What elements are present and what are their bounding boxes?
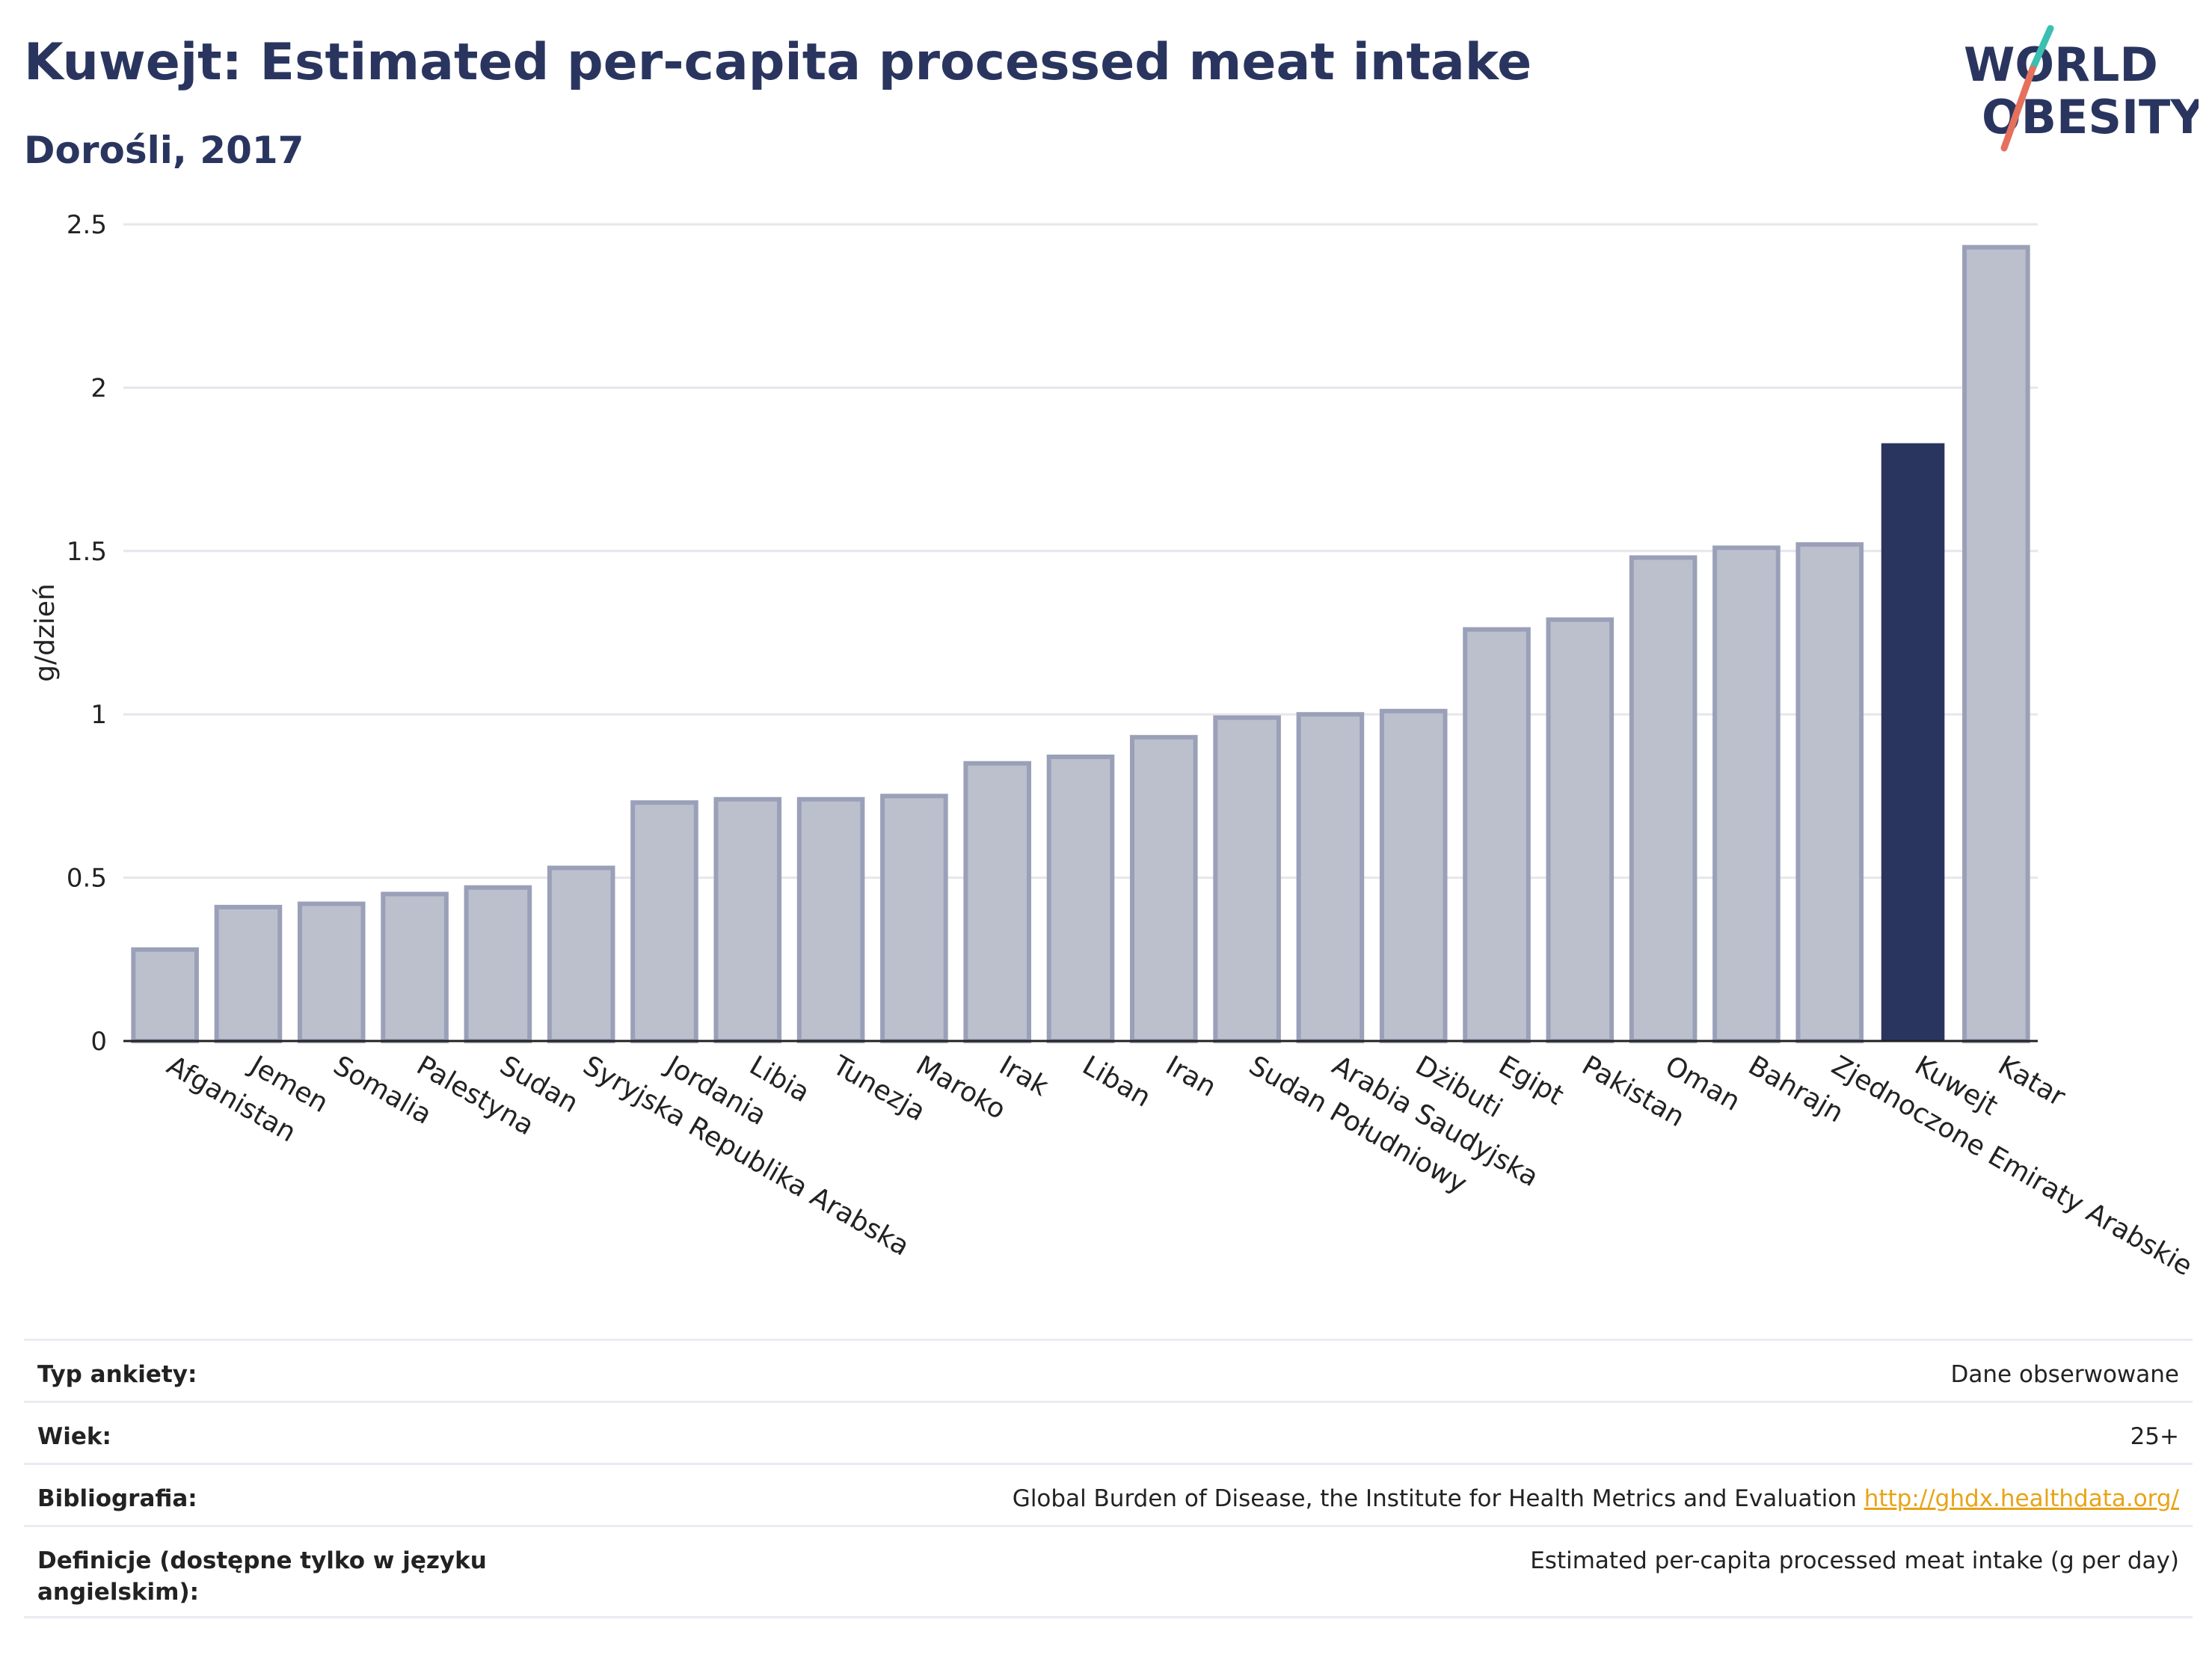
bar-katar xyxy=(1962,245,2030,1043)
y-tick-label: 2.5 xyxy=(67,210,107,240)
bar-libia xyxy=(713,796,782,1043)
bar-maroko xyxy=(880,793,948,1044)
bar-arabia-saudyjska xyxy=(1296,712,1365,1043)
info-row-bibliography: Bibliografia: Global Burden of Disease, … xyxy=(24,1463,2193,1525)
info-value: Dane obserwowane xyxy=(1950,1361,2179,1388)
info-value: 25+ xyxy=(2130,1423,2179,1450)
bar-sudan-południowy xyxy=(1213,715,1281,1043)
info-row-age: Wiek: 25+ xyxy=(24,1401,2193,1463)
info-label: Typ ankiety: xyxy=(37,1361,197,1388)
y-tick-label: 1 xyxy=(90,700,107,730)
bibliography-text: Global Burden of Disease, the Institute … xyxy=(1012,1485,1857,1512)
world-obesity-logo: WORLD OBESITY xyxy=(1964,25,2199,152)
bars xyxy=(131,245,2030,1044)
x-tick-label: Katar xyxy=(1993,1050,2071,1113)
bar-syryjska-republika-arabska xyxy=(547,865,615,1043)
y-axis-ticks: 0 0.5 1 1.5 2 2.5 xyxy=(67,210,107,1057)
chart-subtitle: Dorośli, 2017 xyxy=(24,129,304,172)
bar-somalia xyxy=(297,901,366,1043)
bar-kuwejt xyxy=(1881,443,1945,1041)
bar-sudan xyxy=(464,885,532,1043)
y-tick-label: 2 xyxy=(90,373,107,403)
y-tick-label: 0.5 xyxy=(67,864,107,894)
y-tick-label: 0 xyxy=(90,1027,107,1057)
bar-jemen xyxy=(214,904,283,1043)
bar-iran xyxy=(1130,734,1198,1043)
x-axis-ticks: AfganistanJemenSomaliaPalestynaSudanSyry… xyxy=(162,1049,2197,1282)
x-tick-label: Maroko xyxy=(911,1050,1011,1126)
info-row-definitions: Definicje (dostępne tylko w języku angie… xyxy=(24,1525,2193,1618)
y-axis-label: g/dzień xyxy=(30,583,61,682)
x-tick-label: Liban xyxy=(1078,1050,1156,1113)
x-tick-label: Tunezja xyxy=(827,1050,931,1128)
info-row-survey-type: Typ ankiety: Dane obserwowane xyxy=(24,1339,2193,1401)
bar-liban xyxy=(1046,754,1115,1043)
x-tick-label: Egipt xyxy=(1493,1050,1569,1111)
bar-zjednoczone-emiraty-arabskie xyxy=(1795,542,1864,1043)
x-tick-label: Iran xyxy=(1161,1050,1221,1103)
info-value-bibliography: Global Burden of Disease, the Institute … xyxy=(1013,1483,2179,1514)
bar-jordania xyxy=(630,800,698,1043)
chart-title: Kuwejt: Estimated per-capita processed m… xyxy=(24,33,1532,92)
y-tick-label: 1.5 xyxy=(67,537,107,567)
info-label: Bibliografia: xyxy=(37,1485,197,1512)
info-table: Typ ankiety: Dane obserwowane Wiek: 25+ … xyxy=(24,1339,2193,1618)
x-tick-label: Bahrajn xyxy=(1743,1050,1849,1129)
bar-afganistan xyxy=(131,947,199,1044)
info-value: Estimated per-capita processed meat inta… xyxy=(1530,1547,2179,1574)
bar-chart: 0 0.5 1 1.5 2 2.5 AfganistanJemenSomaliaPales… xyxy=(30,210,2197,1282)
bar-egipt xyxy=(1463,627,1531,1043)
bibliography-link[interactable]: http://ghdx.healthdata.org/ xyxy=(1864,1485,2179,1512)
bar-bahrajn xyxy=(1712,545,1781,1043)
info-label: Definicje (dostępne tylko w języku angie… xyxy=(37,1547,487,1606)
logo-slash-teal xyxy=(2029,25,2054,73)
bar-dżibuti xyxy=(1379,708,1448,1043)
bar-irak xyxy=(963,761,1031,1043)
logo-text-world: WORLD xyxy=(1964,37,2158,92)
bar-oman xyxy=(1629,555,1698,1043)
bar-pakistan xyxy=(1546,617,1615,1043)
bar-tunezja xyxy=(796,796,865,1043)
info-label: Wiek: xyxy=(37,1423,111,1450)
bar-palestyna xyxy=(381,891,449,1043)
logo-slash-coral xyxy=(2000,65,2036,152)
